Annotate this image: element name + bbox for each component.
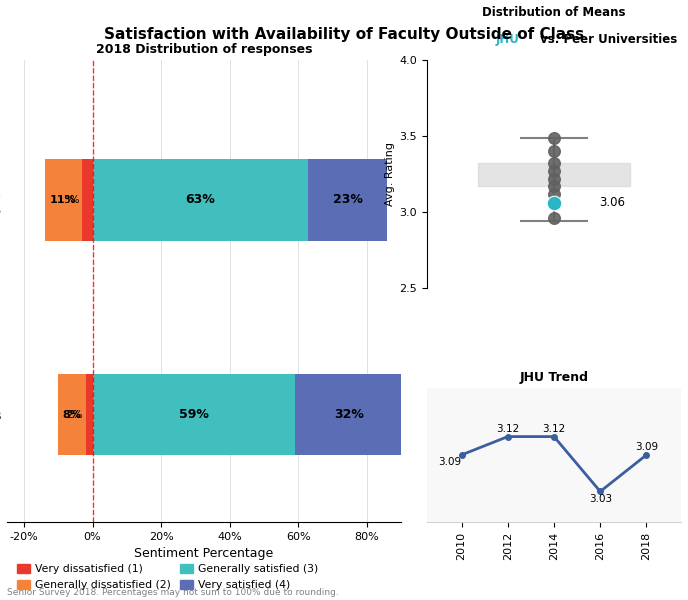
Bar <box>308 159 387 241</box>
Point <box>548 214 559 223</box>
Text: 32%: 32% <box>334 408 365 421</box>
Text: 3.09: 3.09 <box>438 457 462 467</box>
Text: Distribution of Means: Distribution of Means <box>482 6 626 19</box>
Y-axis label: Avg. Rating: Avg. Rating <box>385 142 395 206</box>
Bar <box>93 374 294 455</box>
Text: 23%: 23% <box>333 193 363 206</box>
Text: 8%: 8% <box>63 410 81 419</box>
Text: 63%: 63% <box>186 193 215 206</box>
Text: 3.06: 3.06 <box>599 196 625 209</box>
Text: 3.03: 3.03 <box>589 494 612 504</box>
Bar <box>477 163 630 186</box>
Text: JHU: JHU <box>495 34 519 46</box>
Title: 2018 Distribution of responses: 2018 Distribution of responses <box>96 43 312 56</box>
Bar <box>83 159 93 241</box>
Text: 3.12: 3.12 <box>496 424 519 434</box>
X-axis label: Sentiment Percentage: Sentiment Percentage <box>134 547 274 560</box>
Point <box>548 181 559 191</box>
Title: JHU Trend: JHU Trend <box>519 371 588 384</box>
Text: 11%: 11% <box>50 194 77 205</box>
Text: 3.12: 3.12 <box>542 424 566 434</box>
Bar <box>294 374 405 455</box>
Point <box>548 166 559 176</box>
Text: Satisfaction with Availability of Faculty Outside of Class: Satisfaction with Availability of Facult… <box>104 27 584 42</box>
Point <box>548 189 559 199</box>
Text: 2%: 2% <box>67 410 83 419</box>
Text: 3.09: 3.09 <box>635 442 658 452</box>
Text: Senior Survey 2018. Percentages may not sum to 100% due to rounding.: Senior Survey 2018. Percentages may not … <box>7 588 338 597</box>
Point <box>548 158 559 168</box>
Bar <box>45 159 83 241</box>
Bar <box>86 374 93 455</box>
Point <box>548 198 559 208</box>
Text: vs. Peer Universities: vs. Peer Universities <box>536 34 678 46</box>
Text: 3%: 3% <box>63 194 80 205</box>
Point <box>548 146 559 156</box>
Text: 59%: 59% <box>179 408 208 421</box>
Bar <box>93 159 308 241</box>
Point <box>548 174 559 184</box>
Bar <box>58 374 86 455</box>
Legend: Very dissatisfied (1), Generally dissatisfied (2), Generally satisfied (3), Very: Very dissatisfied (1), Generally dissati… <box>12 559 323 595</box>
Point <box>548 133 559 142</box>
